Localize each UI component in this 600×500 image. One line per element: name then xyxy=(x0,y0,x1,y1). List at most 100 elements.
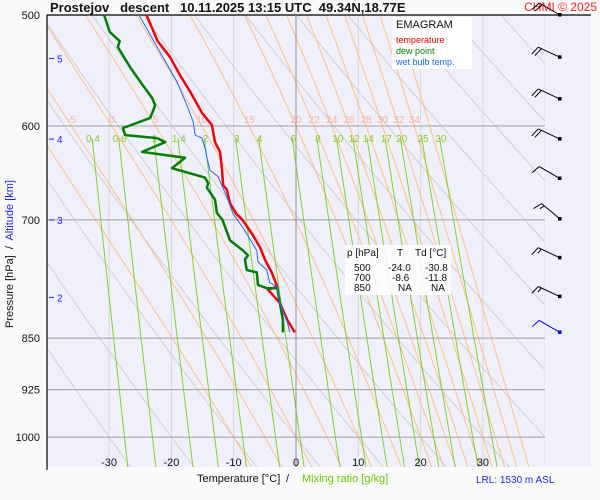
mixing-ratio-label: 10 xyxy=(332,134,344,145)
theta-w-label: 34 xyxy=(409,115,421,126)
wind-barb-full xyxy=(534,48,542,56)
moist-adiabat-line xyxy=(135,15,373,467)
mixing-ratio-line xyxy=(235,138,281,467)
mixing-ratio-line xyxy=(384,138,440,467)
moist-adiabat-line xyxy=(84,15,343,467)
theta-w-label: 24 xyxy=(326,115,338,126)
pressure-tick-label: 500 xyxy=(22,10,40,22)
mixing-ratio-label: 12 xyxy=(349,134,361,145)
mixing-ratio-line xyxy=(153,138,194,467)
wind-barb-staff xyxy=(538,46,561,58)
wind-barb-staff xyxy=(538,166,561,179)
wind-barb xyxy=(531,2,562,17)
wind-barb-half xyxy=(539,205,545,210)
altitude-tick-label: 4 xyxy=(57,135,63,146)
mixing-ratio-label: 3 xyxy=(234,134,240,145)
theta-w-label: 22 xyxy=(309,115,321,126)
pressure-tick-label: 925 xyxy=(22,385,40,397)
wind-barb-full xyxy=(534,90,542,98)
dry-adiabat-line xyxy=(47,22,384,467)
wind-barb xyxy=(531,128,562,141)
dry-adiabat-line xyxy=(398,15,545,182)
wind-barb-station xyxy=(558,330,562,334)
dry-adiabat-line xyxy=(295,15,545,306)
dry-adiabat-line xyxy=(347,15,545,243)
mixing-ratio-label: 1.4 xyxy=(172,134,186,145)
x-axis-label-mixing-ratio: Mixing ratio [g/kg] xyxy=(302,473,389,485)
wind-barb-station xyxy=(558,13,562,17)
wind-barb xyxy=(531,247,562,260)
wind-barb-full xyxy=(531,88,539,97)
table-cell: -11.8 xyxy=(425,273,448,284)
table-header-p: p [hPa] xyxy=(347,248,379,259)
legend-dew-point: dew point xyxy=(396,46,435,56)
pressure-tick-label: 700 xyxy=(22,215,40,227)
wind-barb-full xyxy=(534,4,543,12)
moist-adiabat-line xyxy=(189,15,403,467)
mixing-ratio-label: 30 xyxy=(435,134,447,145)
table-cell: 850 xyxy=(354,283,371,294)
mixing-ratio-line xyxy=(91,138,129,467)
wind-barb-staff xyxy=(538,286,561,298)
mixing-ratio-label: 8 xyxy=(315,134,321,145)
mixing-ratio-label: 4 xyxy=(257,134,263,145)
mixing-ratio-line xyxy=(316,138,367,467)
wind-barb-station xyxy=(558,55,562,59)
mixing-ratio-line xyxy=(352,138,406,467)
wind-barb-full xyxy=(533,203,542,210)
mixing-ratio-label: 25 xyxy=(418,134,430,145)
credit-text: CHMI © 2025 xyxy=(524,0,597,14)
table-cell: -30.8 xyxy=(425,263,448,274)
series-wet-bulb-temp-line xyxy=(138,14,291,333)
wind-barb-staff xyxy=(538,2,561,16)
table-cell: 700 xyxy=(354,273,371,284)
chart-title: Prostejov descent 10.11.2025 13:15 UTC 4… xyxy=(50,0,406,15)
theta-w-label: -5 xyxy=(67,115,76,126)
theta-w-label: 26 xyxy=(344,115,356,126)
wind-barb-staff xyxy=(541,203,561,220)
wind-barb-staff xyxy=(538,319,561,333)
mixing-ratio-line xyxy=(439,138,498,467)
wind-barb-station xyxy=(558,217,562,221)
theta-w-label: 30 xyxy=(377,115,389,126)
mixing-ratio-line xyxy=(366,138,421,467)
wind-barb-station xyxy=(558,176,562,181)
dry-adiabat-line xyxy=(449,15,545,123)
wind-barb-full xyxy=(531,128,539,137)
temperature-tick-label: -10 xyxy=(226,457,242,469)
mixing-ratio-line xyxy=(399,138,456,467)
dry-adiabat-line xyxy=(47,347,132,467)
wind-barb-half xyxy=(537,287,542,293)
mixing-ratio-line xyxy=(118,138,157,467)
y-axis-label: Pressure [hPa] / Altitude [km] xyxy=(4,159,16,349)
mixing-ratio-label: 6 xyxy=(291,134,297,145)
wind-barb-full xyxy=(531,286,539,294)
dry-adiabat-line xyxy=(47,99,321,467)
altitude-tick-label: 2 xyxy=(57,293,63,304)
dry-adiabat-line xyxy=(47,178,258,467)
temperature-tick-label: 10 xyxy=(352,457,364,469)
mixing-ratio-label: 2 xyxy=(203,134,209,145)
mixing-ratio-label: 1 xyxy=(152,134,158,145)
wind-barb xyxy=(533,203,562,221)
theta-w-label: 0 xyxy=(109,115,115,126)
y-axis-label-pressure: Pressure [hPa] xyxy=(4,255,16,328)
dry-adiabat-line xyxy=(244,15,545,371)
theta-w-label: 32 xyxy=(393,115,405,126)
legend: EMAGRAM temperature dew point wet bulb t… xyxy=(392,17,472,69)
theta-w-label: 15 xyxy=(244,115,256,126)
moist-adiabat-line xyxy=(379,15,518,467)
wind-barb-full xyxy=(531,320,540,328)
x-axis-separator: / xyxy=(286,473,290,485)
y-axis-separator: / xyxy=(4,246,16,250)
wind-barb-full xyxy=(534,130,542,138)
moist-adiabat-line xyxy=(396,15,530,467)
theta-w-label: 10 xyxy=(196,115,208,126)
temperature-tick-label: 20 xyxy=(414,457,426,469)
mixing-ratio-line xyxy=(421,138,479,467)
mixing-ratio-label: 20 xyxy=(396,134,408,145)
mixing-ratio-line xyxy=(291,138,341,467)
altitude-tick-label: 3 xyxy=(57,216,63,227)
